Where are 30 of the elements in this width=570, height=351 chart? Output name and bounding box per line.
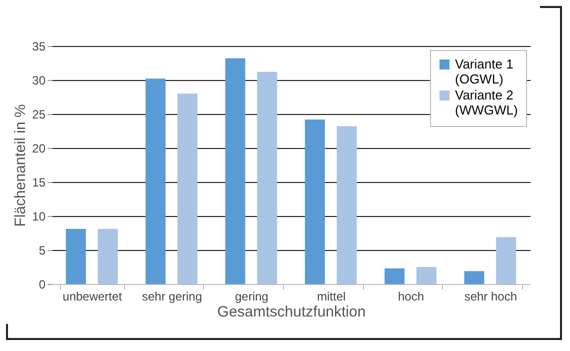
bar	[464, 271, 484, 284]
x-tick-label: gering	[234, 290, 268, 304]
bar	[177, 94, 198, 284]
bar	[146, 78, 166, 284]
bar	[257, 72, 278, 284]
x-axis-title: Gesamtschutzfunktion	[217, 304, 366, 320]
y-tick-label: 10	[32, 210, 46, 224]
bar	[98, 228, 118, 284]
bar	[416, 267, 436, 284]
bar	[304, 119, 325, 284]
legend-label: Variante 2 (WWGWL)	[455, 88, 518, 118]
x-tick-label: mittel	[316, 290, 346, 304]
x-tick-label: sehr gering	[142, 290, 202, 304]
bar	[384, 268, 405, 284]
y-axis-title: Flächenanteil in %	[12, 104, 30, 227]
bar	[225, 58, 246, 284]
y-tick-label: 5	[38, 244, 46, 258]
y-tick-label: 30	[32, 74, 46, 88]
y-tick-label: 0	[38, 278, 46, 292]
x-tick-label: unbewertet	[62, 290, 123, 304]
bar	[336, 126, 357, 284]
x-tick-label: hoch	[398, 290, 424, 304]
y-tick-label: 35	[32, 40, 46, 54]
bar	[496, 237, 516, 284]
y-tick-label: 15	[32, 176, 46, 190]
y-tick-label: 25	[32, 108, 46, 122]
y-tick-label: 20	[32, 142, 46, 156]
bar	[66, 228, 86, 284]
x-tick-label: sehr hoch	[464, 290, 518, 304]
legend-label: Variante 1 (OGWL)	[455, 56, 514, 86]
